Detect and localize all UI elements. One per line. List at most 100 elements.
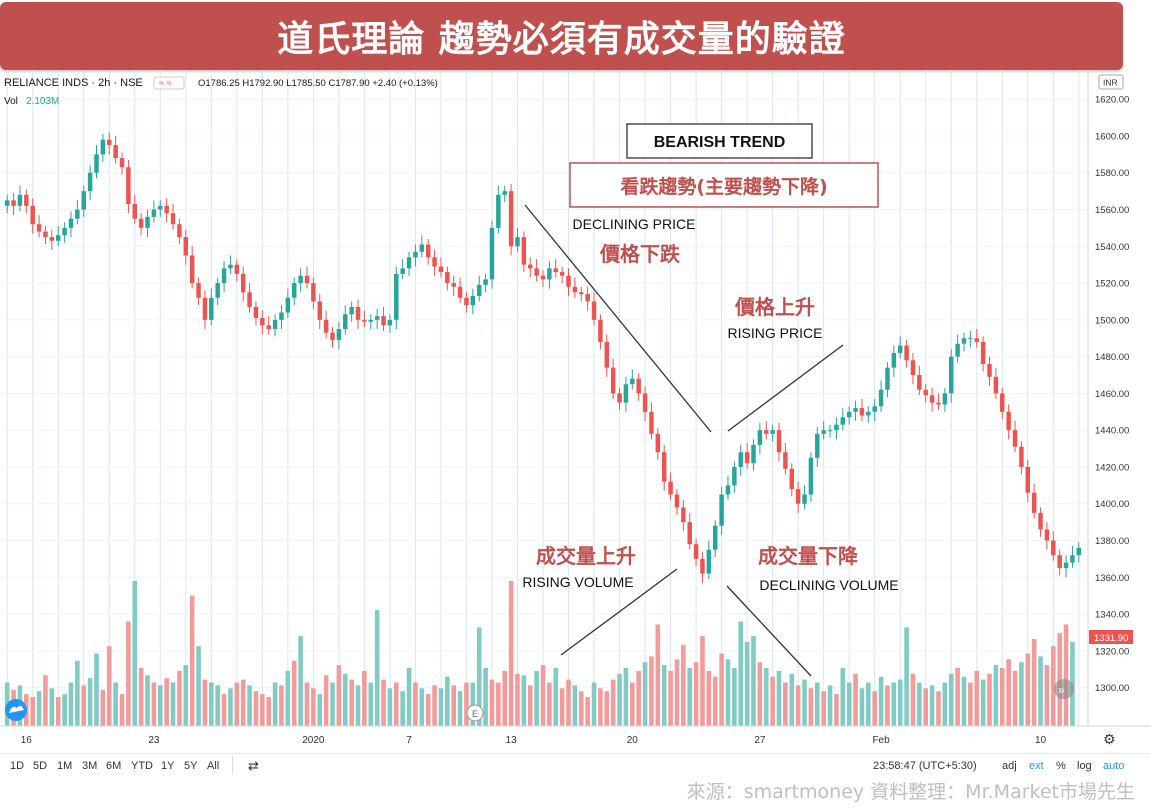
x-tick-label: Feb [872,735,890,746]
tf-5d[interactable]: 5D [33,760,48,772]
candle-body [770,430,775,434]
bearish-trend-box [626,123,813,159]
volume-bar [413,682,418,726]
adj-toggle[interactable]: adj [1002,760,1017,772]
volume-bar [999,668,1005,726]
tf-5y[interactable]: 5Y [184,760,198,772]
candle-body [272,319,278,330]
volume-bar [872,691,877,726]
candle-body [298,275,303,284]
volume-bar [649,656,654,726]
candle-body [457,286,463,298]
symbol-label[interactable]: RELIANCE INDS · 2h · NSE [4,77,143,89]
declining-volume-en: DECLINING VOLUME [759,577,898,593]
tf-6m[interactable]: 6M [106,760,122,772]
currency-badge[interactable] [1098,74,1124,90]
scroll-right-button[interactable] [1054,679,1074,699]
date-range-icon[interactable]: ⇄ [248,758,259,773]
tf-1d[interactable]: 1D [10,760,25,772]
volume-bar [636,670,641,726]
tf-ytd[interactable]: YTD [131,760,153,772]
candle-body [815,433,820,458]
earnings-marker-label: E [472,709,478,719]
volume-bar [904,627,909,726]
candle-body [445,272,450,284]
volume-bar [151,682,157,726]
log-toggle[interactable]: log [1077,760,1092,772]
volume-bar [578,691,584,726]
percent-toggle[interactable]: % [1056,760,1066,772]
volume-bar [840,668,846,726]
candle-body [923,389,928,396]
candle-body [228,264,233,269]
volume-bar [94,653,99,726]
last-price-value: 1331.90 [1094,633,1128,644]
tf-all[interactable]: All [207,760,220,772]
candle-body [87,172,93,192]
volume-bar [138,668,144,726]
price-chart[interactable]: 1300.00 1320.00 1340.00 1360.00 1380.00 1400.… [0,70,1151,753]
rising-price-cn: 價格上升 [734,295,815,319]
tf-1y[interactable]: 1Y [161,760,175,772]
candle-body [311,283,316,302]
volume-bar [438,688,444,726]
candle-body [553,268,558,273]
candle-body [75,209,80,219]
candle-body [81,191,86,210]
candle-body [846,411,852,418]
settings-gear-icon[interactable]: ⚙ [1103,731,1116,747]
candle-body [840,417,846,425]
volume-bar [323,675,329,726]
candle-body [655,433,661,453]
ext-toggle[interactable]: ext [1029,760,1044,772]
volume-bar [132,581,138,726]
volume-bar [483,668,488,726]
rising-volume-en: RISING VOLUME [522,574,633,590]
candle-body [566,275,571,287]
compare-icon[interactable] [153,76,185,90]
tf-1m[interactable]: 1M [57,760,73,772]
volume-bar [291,660,297,726]
candle-body [4,200,10,206]
earnings-marker[interactable] [466,704,484,722]
volume-bar [827,685,833,726]
volume-bar [540,665,546,726]
x-tick-label: 16 [21,735,33,746]
volume-bar [885,685,890,726]
y-tick-label: 1580.00 [1095,168,1129,179]
clock-readout: 23:58:47 (UTC+5:30) [873,760,977,772]
candle-body [604,341,610,368]
candle-body [470,295,476,306]
tf-3m[interactable]: 3M [82,760,98,772]
candle-body [1044,529,1050,541]
bearish-trend-label: BEARISH TREND [654,134,786,151]
candle-body [1063,562,1069,569]
candle-body [598,319,603,342]
x-tick-label: 2020 [302,735,325,746]
candle-body [630,378,635,385]
volume-bar [642,662,648,726]
candle-body [68,218,74,228]
volume-bar [661,665,667,726]
volume-bar [897,679,903,726]
volume-bar [1044,665,1050,726]
volume-bar [470,682,476,726]
volume-bar [783,682,788,726]
candle-body [636,378,641,394]
candle-body [387,319,393,326]
volume-bar [725,659,731,726]
volume-bar [336,665,342,726]
volume-bar [604,691,610,726]
y-tick-label: 1520.00 [1095,279,1129,290]
volume-bar [425,694,431,726]
candle-body [885,367,890,390]
volume-bar [1006,659,1011,726]
volume-bar [866,682,871,726]
candle-body [49,237,55,241]
volume-bar [853,673,858,726]
candle-body [234,264,240,274]
candle-body [317,301,322,320]
auto-toggle[interactable]: auto [1103,760,1125,772]
candle-body [496,194,501,228]
candle-body [802,494,807,504]
